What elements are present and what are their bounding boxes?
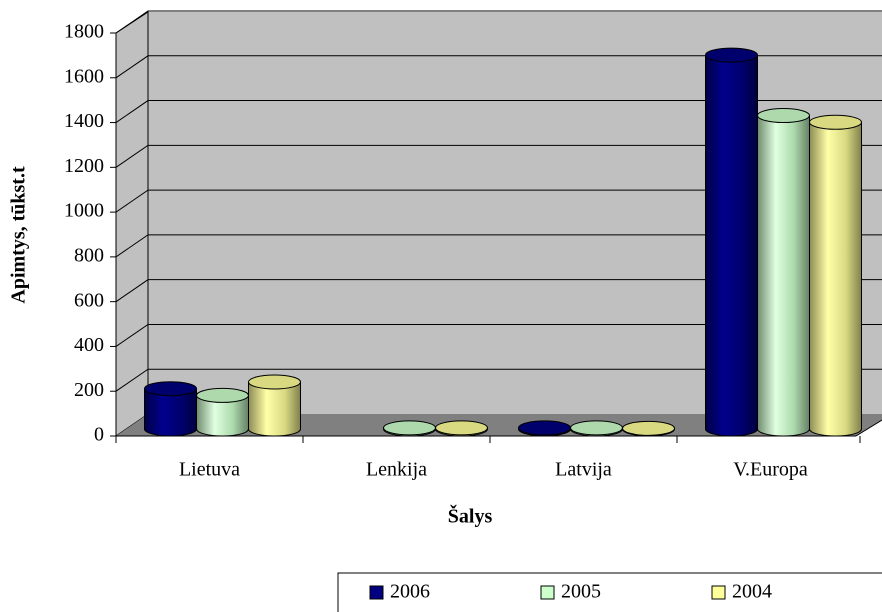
back-wall xyxy=(148,12,882,414)
bar-top xyxy=(248,374,301,390)
bar-top xyxy=(518,420,571,436)
floor-edge xyxy=(855,419,882,437)
bar-top xyxy=(705,47,758,63)
y-tick-label: 600 xyxy=(74,289,104,311)
bar xyxy=(383,420,436,437)
bar-body xyxy=(705,54,758,437)
bar xyxy=(144,381,197,437)
bar-body xyxy=(144,388,197,437)
legend-swatch xyxy=(711,585,726,600)
x-tick-label: V.Europa xyxy=(733,459,808,481)
bar xyxy=(248,374,301,437)
legend-label: 2005 xyxy=(561,581,601,603)
y-tick-label: 1200 xyxy=(64,155,104,177)
x-tick-label: Lietuva xyxy=(179,459,240,481)
bar-top xyxy=(196,387,249,403)
grid-line xyxy=(115,10,882,34)
bar-top xyxy=(144,381,197,397)
grid-line xyxy=(115,144,882,168)
grid-line xyxy=(115,234,882,258)
bar xyxy=(809,114,862,437)
legend-swatch xyxy=(369,585,384,600)
legend xyxy=(337,572,882,612)
x-tick-label: Lenkija xyxy=(366,459,427,481)
bar-body xyxy=(809,121,862,437)
x-axis-title: Šalys xyxy=(448,504,493,528)
bar-top xyxy=(435,420,488,436)
grid-line xyxy=(115,279,882,303)
grid-line xyxy=(115,368,882,392)
bar-top xyxy=(757,108,810,124)
legend-label: 2004 xyxy=(732,581,772,603)
bar xyxy=(622,420,675,437)
bar xyxy=(518,420,571,437)
bar xyxy=(196,387,249,437)
y-tick-label: 1800 xyxy=(64,21,104,43)
bar xyxy=(757,108,810,437)
bar-top xyxy=(383,420,436,436)
grid-line xyxy=(115,100,882,123)
y-tick-label: 800 xyxy=(74,244,104,266)
x-tick-label: Latvija xyxy=(555,459,612,481)
y-tick-label: 1400 xyxy=(64,110,104,132)
y-tick-label: 400 xyxy=(74,334,104,356)
bar-body xyxy=(196,394,249,437)
bar-top xyxy=(622,420,675,436)
grid-line xyxy=(115,55,882,79)
y-tick-label: 200 xyxy=(74,379,104,401)
bar xyxy=(570,420,623,437)
y-axis-title: Apimtys, tūkst.t xyxy=(8,166,30,304)
grid-line xyxy=(115,323,882,347)
bar xyxy=(705,47,758,437)
bar-body xyxy=(248,381,301,437)
bar-top xyxy=(570,420,623,436)
legend-swatch xyxy=(540,585,555,600)
y-tick-label: 0 xyxy=(94,424,104,446)
grid-line xyxy=(115,189,882,213)
y-tick-label: 1000 xyxy=(64,200,104,222)
bar-top xyxy=(809,114,862,130)
bar xyxy=(435,420,488,437)
y-tick-label: 1600 xyxy=(64,65,104,87)
legend-label: 2006 xyxy=(390,581,430,603)
bar-body xyxy=(757,115,810,437)
floor xyxy=(116,414,882,436)
